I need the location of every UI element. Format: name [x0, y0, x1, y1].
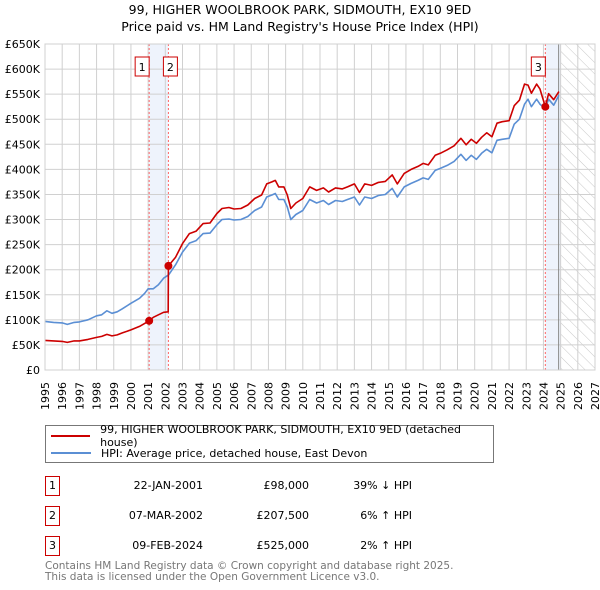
legend-item-property: 99, HIGHER WOOLBROOK PARK, SIDMOUTH, EX1… [51, 423, 493, 449]
y-tick-label: £400K [5, 163, 41, 176]
sale-price: £525,000 [256, 539, 310, 552]
y-tick-label: £500K [5, 113, 41, 126]
x-tick-label: 1997 [73, 382, 86, 410]
x-tick-label: 2017 [417, 382, 430, 410]
x-tick-label: 2012 [331, 382, 344, 410]
x-tick-label: 2019 [452, 382, 465, 410]
legend-swatch-red [51, 435, 91, 437]
x-tick-label: 2015 [383, 382, 396, 410]
y-tick-label: £550K [5, 88, 41, 101]
sale-marker-badge [530, 56, 546, 77]
footer-licence: This data is licensed under the Open Gov… [45, 571, 380, 583]
chart-subtitle: Price paid vs. HM Land Registry's House … [121, 19, 479, 34]
x-tick-label: 2016 [400, 382, 413, 410]
x-tick-label: 2013 [348, 382, 361, 410]
x-tick-label: 2006 [228, 382, 241, 410]
x-tick-label: 2027 [589, 382, 600, 410]
legend-label: 99, HIGHER WOOLBROOK PARK, SIDMOUTH, EX1… [100, 423, 461, 449]
x-tick-label: 1999 [108, 382, 121, 410]
x-tick-label: 2025 [555, 382, 568, 410]
series-line [44, 94, 560, 326]
sale-marker-badge: 2 [45, 506, 60, 526]
legend-label: HPI: Average price, detached house, East… [101, 446, 368, 460]
sale-date: 07-MAR-2002 [128, 509, 203, 522]
series-line [44, 83, 560, 344]
y-tick-label: £650K [5, 38, 41, 51]
sale-date: 09-FEB-2024 [132, 539, 203, 552]
sale-marker-number: 1 [139, 61, 146, 74]
legend-item-hpi: HPI: Average price, detached house, East… [51, 445, 367, 461]
x-tick-label: 2026 [572, 382, 585, 410]
x-tick-label: 2014 [366, 382, 379, 410]
x-tick-label: 2010 [297, 382, 310, 410]
sale-marker-badge [134, 56, 150, 77]
x-tick-label: 2022 [503, 382, 516, 410]
x-tick-label: 2003 [177, 382, 190, 410]
chart-title: 99, HIGHER WOOLBROOK PARK, SIDMOUTH, EX1… [128, 2, 472, 17]
x-tick-label: 2002 [159, 382, 172, 410]
y-tick-label: £600K [5, 63, 41, 76]
sale-date: 22-JAN-2001 [133, 479, 203, 492]
sale-hpi-diff: 6% ↑ HPI [360, 509, 412, 522]
footer-copyright: Contains HM Land Registry data © Crown c… [45, 560, 454, 572]
x-tick-label: 2021 [486, 382, 499, 410]
sale-point [164, 261, 173, 270]
sale-point [541, 102, 550, 111]
x-tick-label: 2024 [537, 382, 550, 410]
y-tick-label: £0 [26, 364, 40, 377]
y-tick-label: £50K [12, 339, 41, 352]
y-tick-label: £250K [5, 239, 41, 252]
x-tick-label: 2001 [142, 382, 155, 410]
sale-price: £98,000 [263, 479, 310, 492]
sale-period-shade [545, 44, 561, 370]
x-tick-label: 1998 [91, 382, 104, 410]
x-tick-label: 2000 [125, 382, 138, 410]
y-tick-label: £450K [5, 138, 41, 151]
y-tick-label: £350K [5, 188, 41, 201]
sale-hpi-diff: 2% ↑ HPI [360, 539, 412, 552]
sale-hpi-diff: 39% ↓ HPI [353, 479, 412, 492]
plot-border [44, 43, 596, 371]
sale-marker-badge: 3 [45, 536, 60, 556]
x-tick-label: 2023 [520, 382, 533, 410]
sale-marker-number: 2 [167, 61, 174, 74]
x-tick-label: 2008 [262, 382, 275, 410]
sale-marker-number: 3 [535, 61, 542, 74]
sale-marker-badge: 1 [45, 476, 60, 496]
y-tick-label: £200K [5, 264, 41, 277]
y-tick-label: £150K [5, 289, 41, 302]
x-tick-label: 2011 [314, 382, 327, 410]
x-tick-label: 2018 [434, 382, 447, 410]
sale-marker-badge [162, 56, 178, 77]
x-tick-label: 2005 [211, 382, 224, 410]
price-chart: 1995 1996 1997 1998 1999 2000 2001 2002 2003 2004… [5, 38, 600, 410]
x-tick-label: 1995 [39, 382, 52, 410]
x-tick-label: 1996 [56, 382, 69, 410]
x-tick-label: 2020 [469, 382, 482, 410]
y-tick-label: £300K [5, 214, 41, 227]
legend-swatch-blue [51, 452, 91, 454]
y-tick-label: £100K [5, 314, 41, 327]
x-tick-label: 2009 [280, 382, 293, 410]
sale-point [145, 316, 154, 325]
legend: 99, HIGHER WOOLBROOK PARK, SIDMOUTH, EX1… [45, 423, 494, 463]
x-tick-label: 2004 [194, 382, 207, 410]
x-tick-label: 2007 [245, 382, 258, 410]
sale-price: £207,500 [256, 509, 310, 522]
